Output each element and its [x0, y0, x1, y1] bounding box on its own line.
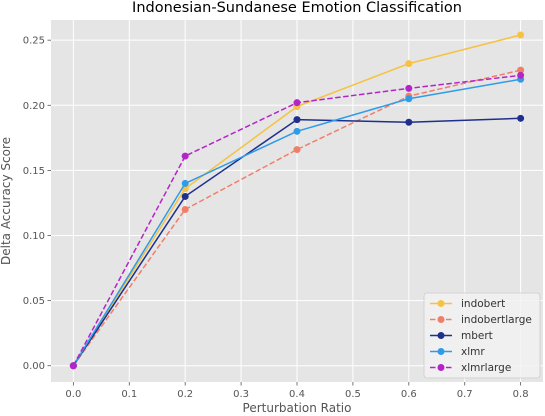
x-tick-label: 0.1	[121, 389, 137, 400]
legend-label-xlmr: xlmr	[461, 346, 485, 358]
data-point-indobert	[517, 31, 525, 39]
legend-box	[423, 292, 541, 379]
legend-marker-mbert	[437, 332, 445, 339]
x-tick-label: 0.3	[233, 389, 249, 400]
data-point-mbert	[405, 118, 413, 126]
x-axis-ticks: 0.0 0.1 0.2 0.3 0.4 0.5 0.6 0.7 0.8	[65, 382, 529, 400]
data-point-mbert	[517, 114, 525, 122]
legend-label-xlmrlarge: xlmrlarge	[461, 362, 511, 374]
legend-label-indobertlarge: indobertlarge	[461, 314, 532, 326]
y-tick-label: 0.25	[23, 36, 45, 47]
legend-marker-xlmrlarge	[437, 364, 445, 371]
y-tick-label: 0.00	[23, 361, 45, 372]
x-axis-label: Perturbation Ratio	[243, 401, 352, 415]
data-point-xlmrlarge	[517, 71, 525, 79]
legend-marker-xlmr	[437, 348, 445, 355]
data-point-xlmrlarge	[181, 152, 189, 160]
data-point-xlmr	[293, 127, 301, 135]
y-tick-label: 0.10	[23, 231, 45, 242]
data-point-xlmrlarge	[293, 99, 301, 107]
data-point-xlmrlarge	[405, 84, 413, 92]
y-tick-label: 0.20	[23, 101, 45, 112]
x-tick-label: 0.6	[401, 389, 417, 400]
chart-title: Indonesian-Sundanese Emotion Classificat…	[132, 0, 462, 16]
data-point-indobertlarge	[517, 66, 525, 74]
data-point-indobert	[405, 60, 413, 68]
series-group	[69, 31, 525, 370]
x-tick-label: 0.5	[345, 389, 361, 400]
y-axis-ticks: 0.00 0.05 0.10 0.15 0.20 0.25	[23, 36, 51, 372]
x-tick-label: 0.7	[457, 389, 473, 400]
data-point-xlmr	[181, 179, 189, 187]
x-tick-label: 0.0	[65, 389, 81, 400]
y-tick-label: 0.15	[23, 166, 45, 177]
legend-marker-indobertlarge	[437, 316, 445, 323]
data-point-mbert	[181, 192, 189, 200]
data-point-indobertlarge	[181, 205, 189, 213]
data-point-xlmrlarge	[69, 362, 77, 370]
legend: indobert indobertlarge mbert xlmr xlmrlarge	[423, 292, 541, 379]
data-point-xlmr	[405, 95, 413, 103]
legend-marker-indobert	[437, 300, 445, 307]
series-line-indobertlarge	[72, 69, 521, 367]
y-tick-label: 0.05	[23, 296, 45, 307]
x-tick-label: 0.2	[177, 389, 193, 400]
x-tick-label: 0.4	[289, 389, 305, 400]
legend-label-mbert: mbert	[461, 330, 493, 342]
data-point-indobertlarge	[293, 146, 301, 154]
data-point-mbert	[293, 116, 301, 124]
y-axis-label: Delta Accuracy Score	[0, 137, 13, 265]
legend-label-indobert: indobert	[461, 298, 505, 310]
x-tick-label: 0.8	[513, 389, 529, 400]
